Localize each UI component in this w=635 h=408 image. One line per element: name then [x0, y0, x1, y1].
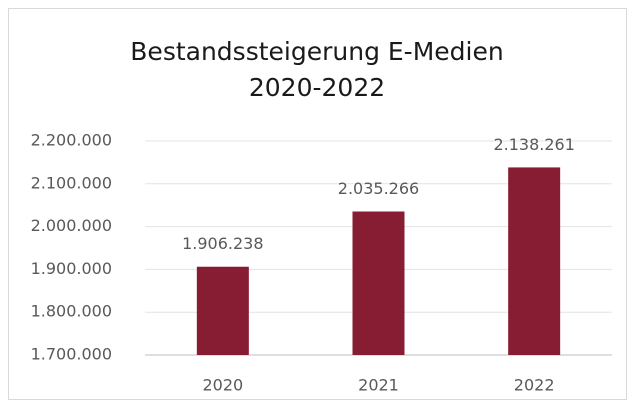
x-tick-label: 2020: [202, 376, 243, 395]
y-tick-label: 2.100.000: [31, 173, 112, 192]
y-tick-label: 2.000.000: [31, 216, 112, 235]
y-tick-label: 1.900.000: [31, 259, 112, 278]
bar: [508, 167, 561, 355]
chart-title: Bestandssteigerung E-Medien 2020-2022: [130, 37, 504, 102]
y-tick-label: 1.800.000: [31, 302, 112, 321]
bar: [196, 266, 249, 355]
y-tick-label: 2.200.000: [31, 131, 112, 150]
value-label: 2.035.266: [338, 179, 419, 198]
x-tick-label: 2022: [514, 376, 555, 395]
y-tick-label: 1.700.000: [31, 345, 112, 364]
bar: [352, 211, 405, 355]
value-label: 1.906.238: [182, 234, 263, 253]
value-label: 2.138.261: [493, 135, 574, 154]
x-tick-label: 2021: [358, 376, 399, 395]
